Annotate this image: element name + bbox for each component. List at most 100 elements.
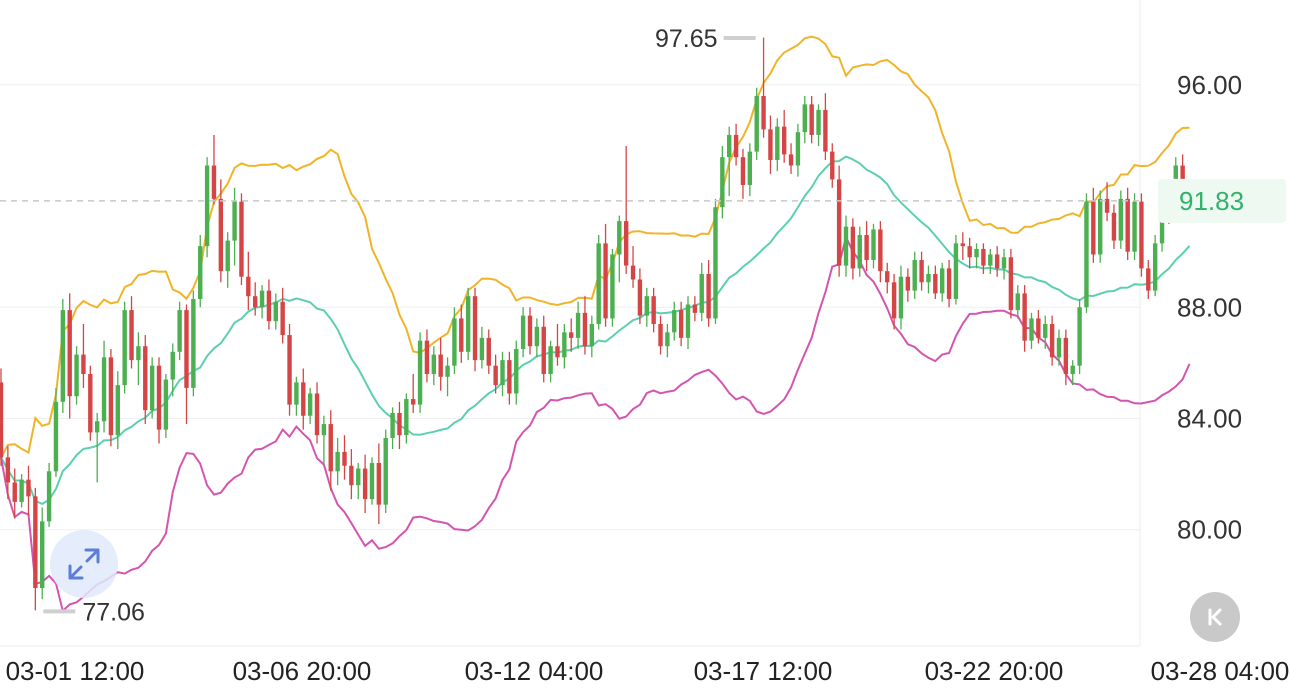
candle-body (328, 424, 333, 472)
expand-chart-button[interactable] (50, 530, 118, 598)
candle (534, 318, 540, 358)
candle (465, 287, 471, 361)
candle-body (630, 265, 636, 280)
candle (184, 304, 189, 425)
candle-body (19, 479, 24, 502)
candle (795, 123, 801, 177)
candle (946, 260, 952, 308)
candle (314, 382, 320, 444)
candle (81, 323, 86, 388)
candle-body (184, 310, 189, 388)
candle-body (802, 104, 807, 133)
candle (960, 232, 965, 261)
candle-body (156, 365, 162, 430)
candle (727, 126, 732, 197)
candle (342, 435, 347, 480)
candle-body (514, 349, 519, 394)
candle-body (452, 318, 457, 366)
candle (651, 287, 656, 333)
candle (101, 340, 107, 433)
candle-body (727, 134, 732, 158)
candle (417, 332, 423, 413)
candle (754, 87, 759, 160)
candle (507, 351, 512, 405)
candle (218, 179, 224, 283)
candle (177, 301, 182, 361)
candle-body (294, 382, 299, 405)
candle-body (761, 96, 766, 130)
candle (321, 415, 327, 466)
scroll-to-latest-button[interactable] (1190, 592, 1240, 642)
candle (60, 298, 66, 413)
candle-body (596, 243, 601, 324)
candle (1152, 235, 1158, 297)
candle-body (136, 346, 141, 361)
candle-body (60, 310, 66, 402)
candle (1146, 260, 1151, 299)
candle (198, 235, 203, 308)
candle-body (617, 221, 622, 255)
candle-body (301, 382, 306, 416)
candle (843, 215, 849, 277)
candle (740, 148, 746, 199)
candle (1022, 285, 1027, 352)
candle (294, 376, 299, 416)
candle (369, 457, 375, 505)
current-price-badge-bg (1158, 178, 1286, 223)
candle (720, 146, 725, 219)
candle (438, 337, 443, 391)
candle (912, 251, 917, 299)
candle (665, 323, 670, 358)
candle-body (754, 96, 759, 152)
candle-body (733, 134, 739, 158)
candle-body (534, 326, 540, 347)
candle (1139, 193, 1144, 277)
candle (383, 429, 388, 514)
candle-body (1049, 323, 1055, 358)
candle-body (314, 393, 320, 436)
candle (637, 268, 643, 324)
candle (74, 346, 79, 405)
candle (232, 187, 237, 266)
candle (486, 329, 491, 375)
candle (149, 357, 155, 419)
high-marker-label: 97.65 (655, 25, 718, 53)
candle-body (795, 132, 801, 166)
candle (1029, 312, 1034, 349)
candle-body (1077, 307, 1082, 366)
candle (905, 268, 911, 302)
candle (390, 407, 395, 450)
candle (685, 296, 691, 349)
candle-body (94, 421, 100, 433)
candle-body (1132, 201, 1137, 252)
candle-body (12, 482, 17, 502)
candle-body (582, 312, 588, 347)
candle (1098, 190, 1103, 263)
candle-body (472, 296, 478, 361)
candle (328, 410, 333, 491)
candle (939, 262, 945, 302)
candle-body (507, 360, 512, 394)
candle-body (438, 354, 443, 377)
candle-body (905, 276, 911, 291)
candle (713, 198, 718, 324)
x-axis-ticks: 03-01 12:00 03-06 20:00 03-12 04:00 03-17 1… (6, 656, 1290, 686)
candle-body (898, 276, 904, 319)
candle (94, 412, 100, 483)
candle-body (692, 304, 698, 313)
middle-band-line (0, 155, 1191, 506)
candle-body (259, 290, 265, 308)
candle-body (5, 457, 11, 483)
candle (974, 243, 979, 269)
candle (878, 221, 883, 283)
candle-body (431, 354, 437, 375)
candle (672, 301, 677, 341)
candle-body (919, 260, 924, 283)
y-tick-label: 88.00 (1177, 292, 1242, 322)
candle-body (252, 296, 258, 308)
candle (424, 329, 430, 383)
candle (775, 118, 780, 172)
candle-body (1125, 198, 1130, 252)
candle (926, 265, 931, 294)
candle-body (191, 298, 196, 388)
